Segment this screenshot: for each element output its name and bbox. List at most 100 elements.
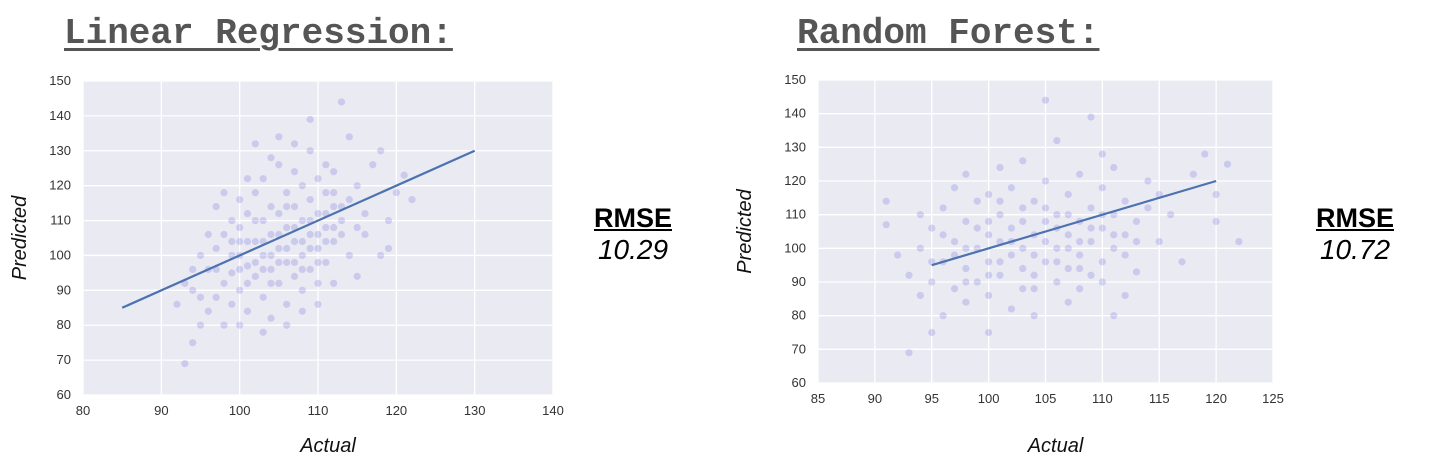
y-tick-label: 70: [792, 341, 806, 356]
data-point: [267, 251, 275, 260]
data-point: [290, 272, 299, 280]
data-point: [314, 279, 322, 287]
data-point: [985, 258, 993, 266]
x-tick-label: 85: [811, 391, 825, 406]
data-point: [1064, 211, 1072, 219]
data-point: [345, 133, 353, 141]
data-point: [1121, 197, 1129, 205]
data-point: [243, 279, 252, 287]
data-point: [1132, 238, 1141, 246]
data-point: [275, 279, 283, 287]
y-tick-label: 150: [784, 72, 806, 87]
data-point: [1121, 291, 1129, 300]
data-point: [283, 300, 291, 308]
data-point: [259, 328, 267, 336]
data-point: [290, 203, 299, 211]
y-tick-label: 110: [785, 207, 806, 222]
y-tick-label: 90: [792, 274, 806, 289]
data-point: [1121, 251, 1129, 259]
data-point: [905, 271, 913, 279]
x-tick-label: 110: [1092, 391, 1113, 406]
data-point: [1110, 231, 1118, 239]
data-point: [1041, 238, 1050, 246]
x-tick-label: 80: [76, 403, 90, 418]
data-point: [298, 307, 306, 315]
data-point: [1076, 285, 1084, 293]
data-point: [283, 189, 291, 197]
data-point: [392, 189, 400, 197]
data-point: [985, 291, 993, 300]
data-point: [1030, 312, 1038, 320]
data-point: [1087, 238, 1095, 246]
data-point: [267, 230, 275, 239]
data-point: [1019, 285, 1027, 293]
data-point: [1053, 137, 1061, 145]
data-point: [204, 230, 212, 239]
data-point: [259, 265, 267, 273]
data-point: [298, 286, 306, 294]
y-axis-label: Predicted: [734, 188, 756, 273]
data-point: [228, 237, 236, 246]
data-point: [236, 237, 244, 246]
rmse-value: 10.72: [1319, 234, 1391, 265]
data-point: [1132, 268, 1141, 276]
y-tick-label: 80: [792, 308, 806, 323]
rmse-value: 10.29: [597, 234, 669, 265]
data-point: [1030, 197, 1038, 205]
data-point: [236, 223, 244, 232]
linear-regression-scatter-plot: 80 90 100 110 120 130 140 60 70 80 90 100 110 120 130 1…: [9, 73, 564, 457]
y-tick-label: 140: [49, 108, 71, 123]
data-point: [1019, 217, 1027, 225]
data-point: [322, 258, 330, 267]
data-point: [939, 231, 947, 239]
data-point: [1087, 271, 1095, 279]
data-point: [400, 171, 408, 179]
data-point: [314, 209, 322, 218]
data-point: [337, 230, 346, 239]
data-point: [973, 197, 981, 205]
data-point: [973, 278, 981, 286]
data-point: [384, 244, 393, 253]
data-point: [314, 258, 322, 267]
data-point: [996, 258, 1004, 266]
data-point: [962, 264, 970, 273]
data-point: [950, 184, 959, 192]
data-point: [330, 168, 338, 176]
data-point: [243, 307, 252, 315]
data-point: [306, 196, 314, 204]
data-point: [212, 293, 220, 301]
x-tick-label: 90: [868, 391, 882, 406]
data-point: [1064, 264, 1072, 273]
data-point: [189, 339, 197, 347]
data-point: [1155, 238, 1163, 246]
y-tick-label: 80: [57, 317, 71, 332]
data-point: [1201, 150, 1209, 158]
data-point: [985, 190, 993, 199]
data-point: [173, 300, 181, 308]
y-tick-label: 60: [792, 375, 806, 390]
data-point: [1121, 231, 1129, 239]
data-point: [228, 300, 236, 308]
data-point: [1223, 160, 1232, 168]
fit-line: [121, 149, 476, 309]
data-point: [275, 161, 283, 169]
data-point: [1098, 184, 1106, 192]
y-tick-label: 110: [50, 213, 71, 228]
rmse-metric: RMSE 10.29: [578, 203, 688, 266]
y-tick-label: 100: [784, 240, 806, 255]
data-point: [1087, 224, 1095, 232]
data-point: [306, 244, 314, 253]
x-axis-label: Actual: [299, 435, 356, 457]
data-point: [882, 197, 890, 205]
data-point: [950, 285, 959, 293]
data-point: [330, 223, 338, 232]
data-point: [1041, 217, 1050, 225]
data-point: [1030, 285, 1038, 293]
data-point: [939, 312, 947, 320]
data-point: [251, 140, 259, 148]
data-point: [275, 244, 283, 253]
data-point: [1007, 224, 1015, 232]
data-point: [905, 349, 913, 357]
data-point: [337, 216, 346, 225]
data-point: [1098, 224, 1106, 232]
